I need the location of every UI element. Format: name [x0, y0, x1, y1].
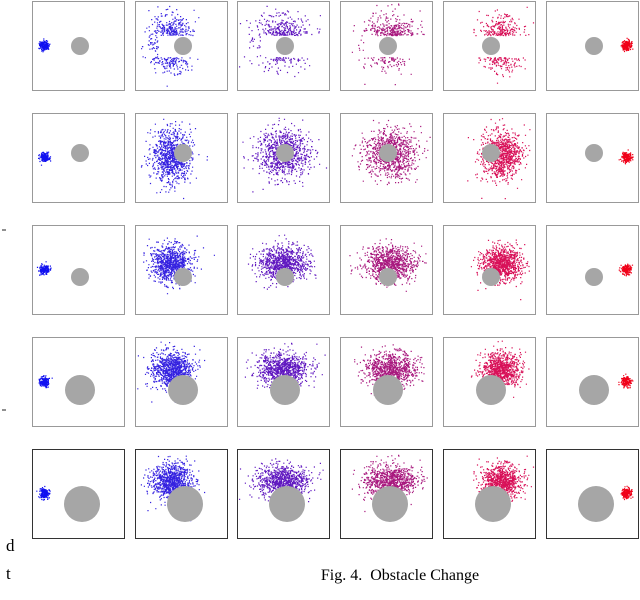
point-cloud	[351, 119, 431, 186]
point-cloud	[38, 38, 51, 53]
point-cloud	[351, 454, 428, 513]
point-cloud	[618, 263, 634, 277]
obstacle	[71, 144, 89, 162]
point-cloud	[351, 3, 425, 86]
point-cloud	[473, 455, 535, 510]
obstacle	[276, 268, 294, 286]
obstacle	[65, 375, 95, 405]
obstacle	[482, 268, 500, 286]
point-cloud	[36, 485, 51, 501]
point-cloud	[618, 149, 634, 165]
point-cloud	[620, 485, 634, 501]
point-cloud	[140, 118, 208, 200]
point-cloud	[38, 151, 52, 166]
point-cloud	[247, 234, 317, 290]
point-cloud	[618, 373, 634, 389]
point-cloud	[467, 118, 531, 200]
point-cloud	[36, 261, 52, 276]
obstacle	[276, 144, 294, 162]
obstacle	[579, 375, 609, 405]
obstacle	[585, 144, 603, 162]
point-cloud	[620, 37, 634, 53]
obstacle	[276, 37, 294, 55]
panel	[340, 337, 433, 427]
point-cloud	[137, 341, 206, 403]
obstacle	[270, 375, 300, 405]
obstacle	[174, 144, 192, 162]
obstacle	[372, 486, 408, 522]
obstacle	[476, 375, 506, 405]
obstacle	[167, 486, 203, 522]
obstacle	[168, 375, 198, 405]
obstacle	[475, 486, 511, 522]
point-cloud	[143, 235, 215, 295]
obstacle	[379, 268, 397, 286]
obstacle	[379, 37, 397, 55]
obstacle	[71, 268, 89, 286]
point-cloud	[244, 342, 326, 398]
margin-text: d	[6, 536, 15, 555]
point-cloud	[473, 6, 535, 84]
margin-text: t	[6, 564, 11, 583]
obstacle	[373, 375, 403, 405]
obstacle	[174, 37, 192, 55]
point-cloud	[349, 238, 427, 292]
point-cloud	[354, 344, 425, 396]
obstacle	[269, 486, 305, 522]
point-cloud	[38, 375, 53, 389]
obstacle	[585, 268, 603, 286]
obstacle	[482, 37, 500, 55]
point-cloud	[140, 455, 206, 522]
obstacle	[482, 144, 500, 162]
point-cloud	[470, 239, 530, 301]
obstacle	[71, 37, 89, 55]
caption: Fig. 4. Obstacle Change	[321, 567, 479, 584]
obstacle	[64, 486, 100, 522]
obstacle	[174, 268, 192, 286]
point-cloud	[470, 340, 530, 398]
obstacle	[379, 144, 397, 162]
point-cloud	[239, 458, 324, 503]
obstacle	[585, 37, 603, 55]
obstacle	[578, 486, 614, 522]
